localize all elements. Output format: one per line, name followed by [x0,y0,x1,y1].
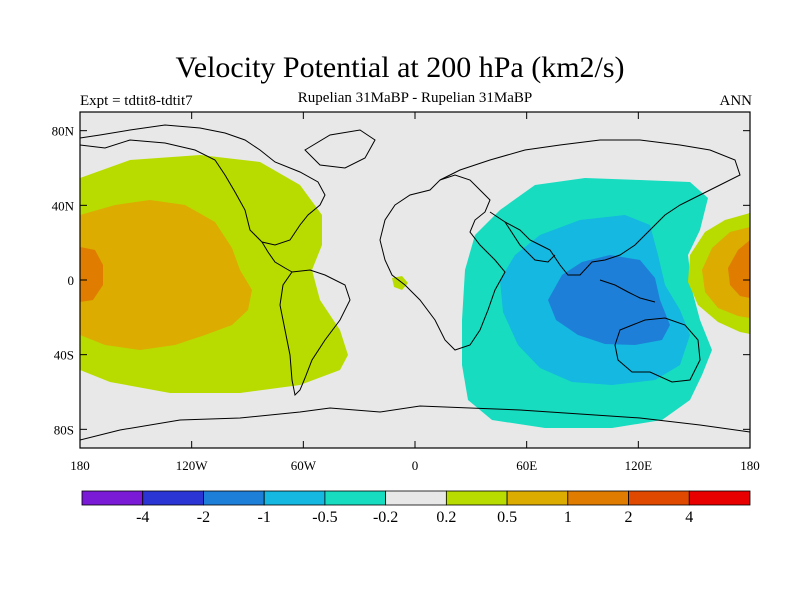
coastline-europe-africa [379,174,506,351]
lon-tick-label: 120E [625,458,653,473]
colorbar-level-label: 4 [685,509,693,526]
colorbar-level-label: 0.5 [497,509,517,526]
colorbar-swatch [324,490,387,506]
colorbar-swatch [385,490,447,506]
lon-tick-label: 120W [176,458,209,473]
coastline-north-america [80,124,326,246]
latitude-axis: 80N 40N 0 40S 80S [52,124,750,437]
contour-fills [80,155,750,428]
lat-tick-label: 40N [52,198,75,213]
colorbar-level-label: 0.2 [436,509,456,526]
colorbar-swatch [445,490,508,506]
colorbar-swatch [142,490,204,506]
lat-tick-label: 40S [54,348,74,363]
anomaly-fill-dateline-0.5 [702,227,750,318]
lat-tick-label: 0 [68,273,75,288]
colorbar-swatch [567,490,629,506]
anomaly-fill-pacific-1 [80,247,103,302]
colorbar-level-label: -1 [258,509,271,526]
lat-tick-label: 80N [52,124,75,139]
colorbar-swatch [688,490,751,506]
colorbar-level-label: 1 [564,509,572,526]
coastlines [80,124,750,441]
anomaly-fill-dateline-1 [728,240,750,298]
coastline-central-america [261,241,293,273]
colorbar-swatch [628,490,690,506]
coastline-greenland [304,129,376,169]
coastline-antarctica [80,405,750,441]
colorbar: -4 -2 -1 -0.5 -0.2 0.2 0.5 1 2 4 [81,490,751,526]
colorbar-level-label: -0.2 [373,509,398,526]
lon-tick-label: 60W [291,458,317,473]
lon-tick-label: 60E [516,458,537,473]
coastline-indonesia [599,279,656,303]
colorbar-level-label: -2 [197,509,210,526]
longitude-axis: 180 120W 60W 0 60E 120E 180 [70,112,760,473]
colorbar-swatch [506,490,569,506]
season-label: ANN [719,93,753,109]
coastline-south-america [279,269,351,397]
colorbar-swatch [81,490,144,506]
lon-tick-label: 180 [740,458,760,473]
lat-tick-label: 80S [54,422,74,437]
colorbar-level-label: 2 [625,509,633,526]
experiment-label: Expt = tdtit8-tdtit7 [80,93,193,109]
colorbar-level-label: -0.5 [312,509,337,526]
anomaly-fill-pacific-0.5 [80,200,252,350]
coastline-arabia-india [504,221,556,263]
colorbar-level-label: -4 [136,509,149,526]
lon-tick-label: 180 [70,458,90,473]
chart-subtitle: Rupelian 31MaBP - Rupelian 31MaBP [297,90,533,106]
colorbar-swatch [203,490,265,506]
chart-title: Velocity Potential at 200 hPa (km2/s) [175,51,625,84]
anomaly-fill-atlantic-small [392,276,408,290]
coastline-asia [439,139,741,276]
coastline-australia [614,317,701,383]
colorbar-swatch [263,490,326,506]
lon-tick-label: 0 [412,458,419,473]
